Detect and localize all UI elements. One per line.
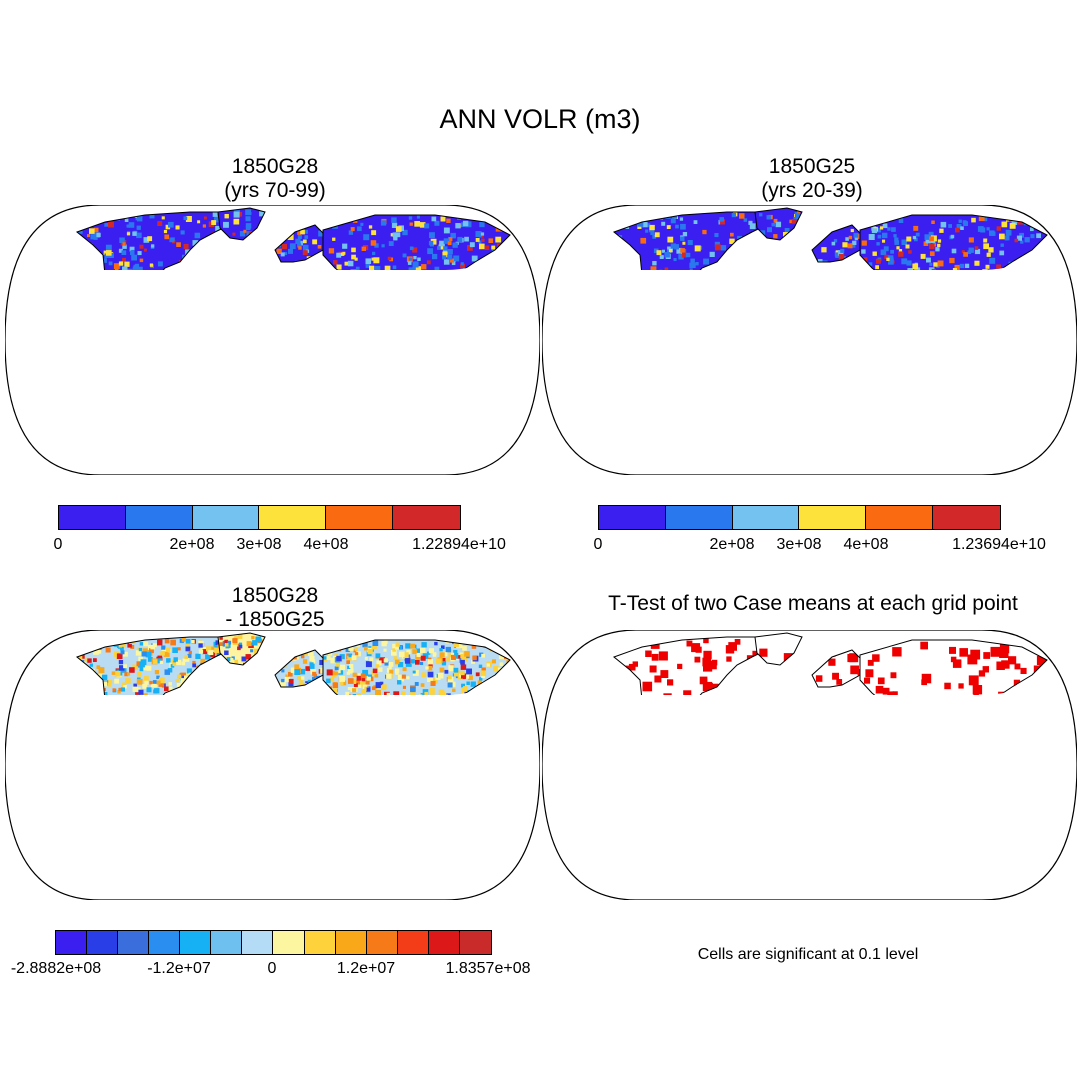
map4-greenland-fill xyxy=(755,633,802,665)
cb2-label-4: 1.23694e+10 xyxy=(952,536,1046,553)
cb1-swatch-5 xyxy=(393,506,460,529)
cb1-label-1: 2e+08 xyxy=(169,536,215,553)
cb3-swatch-9 xyxy=(335,931,367,954)
map3-north-america-coast xyxy=(75,636,241,695)
panel2-title: 1850G25 (yrs 20-39) xyxy=(662,155,962,203)
cb3-swatch-10 xyxy=(366,931,398,954)
cb2-swatch-4 xyxy=(866,506,934,529)
cb2-swatch-2 xyxy=(732,506,800,529)
cb2-swatch-3 xyxy=(799,506,867,529)
map2-north-america-coast xyxy=(612,211,778,270)
map4-asia-cells xyxy=(864,641,1047,695)
cb3-label-1: -1.2e+07 xyxy=(147,960,211,977)
cb1-swatch-0 xyxy=(59,506,126,529)
cb1-swatch-2 xyxy=(192,506,260,529)
map2-asia-coast xyxy=(859,214,1048,270)
map4-ocean xyxy=(542,630,1077,900)
cb3-swatch-1 xyxy=(87,931,119,954)
panel4-title: T-Test of two Case means at each grid po… xyxy=(548,592,1078,616)
cb1-swatch-1 xyxy=(125,506,193,529)
map3-north-america-fill xyxy=(77,637,240,695)
cb1-label-0: 0 xyxy=(53,536,63,553)
map3-ocean xyxy=(5,630,540,900)
map4-north-america-coast xyxy=(612,636,778,695)
panel4-title-line1: T-Test of two Case means at each grid po… xyxy=(608,592,1018,615)
map-panel-1850g25 xyxy=(542,205,1077,475)
cb3-swatch-4 xyxy=(180,931,212,954)
panel2-title-line2: (yrs 20-39) xyxy=(761,179,863,202)
cb3-label-4: 1.8357e+08 xyxy=(445,960,531,977)
map4-greenland-coast xyxy=(754,632,803,666)
cb3-swatch-7 xyxy=(273,931,305,954)
map-panel-difference xyxy=(5,630,540,900)
map1-greenland-fill xyxy=(218,208,265,240)
cb3-swatch-12 xyxy=(428,931,460,954)
map1-ocean xyxy=(5,205,540,475)
cb2-label-0: 0 xyxy=(593,536,603,553)
cb3-label-3: 1.2e+07 xyxy=(336,960,396,977)
panel1-title: 1850G28 (yrs 70-99) xyxy=(125,155,425,203)
cb3-swatch-6 xyxy=(242,931,274,954)
colorbar-panel1 xyxy=(58,505,461,530)
map-panel-ttest xyxy=(542,630,1077,900)
significance-note: Cells are significant at 0.1 level xyxy=(697,946,919,963)
panel1-title-line1: 1850G28 xyxy=(231,155,319,178)
colorbar-panel2 xyxy=(598,505,1001,530)
map3-frame xyxy=(5,630,540,900)
cb1-label-2: 3e+08 xyxy=(236,536,282,553)
map4-asia-coast xyxy=(859,639,1048,695)
cb1-swatch-3 xyxy=(259,506,327,529)
cb3-swatch-11 xyxy=(397,931,429,954)
map1-frame xyxy=(5,205,540,475)
panel3-title-line1: 1850G28 xyxy=(231,584,319,607)
map-panel-1850g28 xyxy=(5,205,540,475)
cb3-swatch-3 xyxy=(149,931,181,954)
panel2-title-line1: 1850G25 xyxy=(768,155,856,178)
cb1-label-3: 4e+08 xyxy=(303,536,349,553)
map4-north-america-fill xyxy=(614,637,777,695)
cb3-swatch-13 xyxy=(459,931,491,954)
map4-frame xyxy=(542,630,1077,900)
map1-asia-coast xyxy=(322,214,511,270)
cb1-swatch-4 xyxy=(326,506,394,529)
map2-greenland-coast xyxy=(754,207,803,241)
cb2-swatch-0 xyxy=(599,506,666,529)
map3-greenland-coast xyxy=(217,632,266,666)
map2-ocean xyxy=(542,205,1077,475)
cb3-swatch-5 xyxy=(211,931,243,954)
cb2-swatch-1 xyxy=(665,506,733,529)
cb1-label-4: 1.22894e+10 xyxy=(412,536,506,553)
map1-greenland-coast xyxy=(217,207,266,241)
cb3-swatch-8 xyxy=(304,931,336,954)
map2-frame xyxy=(542,205,1077,475)
panel3-title: 1850G28 - 1850G25 xyxy=(125,584,425,632)
cb3-swatch-0 xyxy=(56,931,88,954)
cb2-label-2: 3e+08 xyxy=(776,536,822,553)
map3-asia-coast xyxy=(322,639,511,695)
panel1-title-line2: (yrs 70-99) xyxy=(224,179,326,202)
cb2-label-1: 2e+08 xyxy=(709,536,755,553)
panel3-title-line2: - 1850G25 xyxy=(225,608,325,631)
cb2-swatch-5 xyxy=(933,506,1000,529)
cb3-label-0: -2.8882e+08 xyxy=(10,960,102,977)
figure-title: ANN VOLR (m3) xyxy=(439,104,641,134)
colorbar-panel3 xyxy=(55,930,492,955)
map2-europe-fill xyxy=(812,225,862,262)
cb2-label-3: 4e+08 xyxy=(843,536,889,553)
map1-north-america-coast xyxy=(75,211,241,270)
cb3-label-2: 0 xyxy=(267,960,277,977)
cb3-swatch-2 xyxy=(118,931,150,954)
map1-asia-fill xyxy=(323,215,510,270)
